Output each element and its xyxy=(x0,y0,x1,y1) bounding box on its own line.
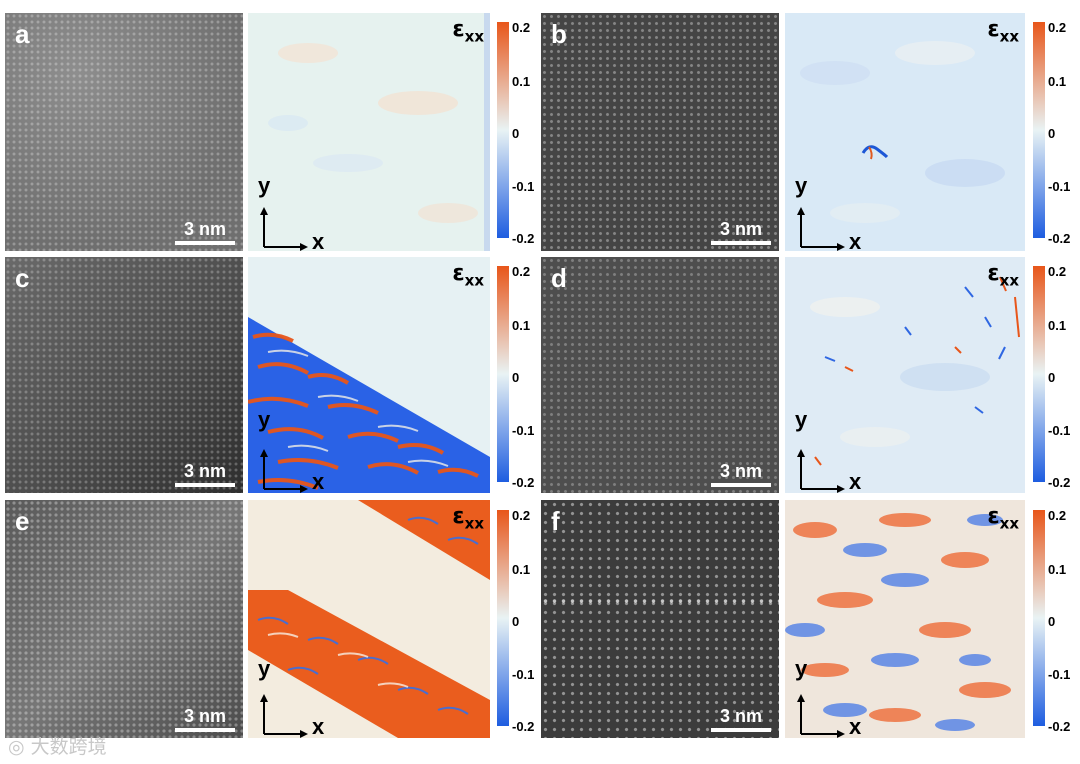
axis-x-label: x xyxy=(849,229,862,251)
colorbar-tick: 0.1 xyxy=(1048,562,1067,577)
panel-label-b: b xyxy=(551,19,567,49)
stem-image-b: b 3 nm xyxy=(541,13,779,251)
stem-image-f: f 3 nm xyxy=(541,500,779,738)
panel-label-f: f xyxy=(551,506,560,536)
colorbar-tick: 0.2 xyxy=(512,264,531,279)
colorbar-tick: -0.1 xyxy=(512,179,535,194)
axis-y-label: y xyxy=(258,656,271,681)
strain-label: εxx xyxy=(987,504,1019,533)
strain-texture xyxy=(248,500,490,738)
colorbar-tick: 0.2 xyxy=(1048,508,1067,523)
strain-map-e: εxx y x xyxy=(248,500,490,738)
strain-label: εxx xyxy=(987,17,1019,46)
colorbar-tick: 0.1 xyxy=(1048,318,1067,333)
panel-label-d: d xyxy=(551,263,567,293)
colorbar-tick: 0.2 xyxy=(512,20,531,35)
axis-y-label: y xyxy=(258,173,271,198)
colorbar xyxy=(497,22,509,238)
colorbar-tick: -0.2 xyxy=(1048,475,1071,490)
colorbar-tick: 0.1 xyxy=(1048,74,1067,89)
strain-texture xyxy=(248,317,490,493)
axis-y-label: y xyxy=(258,407,271,432)
colorbar-tick: 0 xyxy=(1048,614,1056,629)
watermark: ◎ 大数跨境 xyxy=(8,736,107,758)
axis-x-label: x xyxy=(312,714,325,738)
strain-label: εxx xyxy=(452,17,484,46)
strain-map-a: εxx y x xyxy=(248,13,490,251)
colorbar-tick: -0.2 xyxy=(1048,231,1071,246)
colorbar xyxy=(1033,266,1045,482)
colorbar-tick: 0.1 xyxy=(512,318,531,333)
colorbar-tick: -0.1 xyxy=(512,667,535,682)
stem-image-d: d 3 nm xyxy=(541,257,779,493)
colorbar-tick: 0.1 xyxy=(512,562,531,577)
axes-arrows-icon xyxy=(260,207,308,251)
colorbar-tick: 0.2 xyxy=(512,508,531,523)
strain-label: εxx xyxy=(452,261,484,290)
strain-map-f: εxx y x xyxy=(785,500,1025,738)
axis-x-label: x xyxy=(312,229,325,251)
panel-label-a: a xyxy=(15,19,30,49)
axes-arrows-icon xyxy=(797,207,845,251)
colorbar-tick: -0.1 xyxy=(1048,179,1071,194)
colorbar-tick: -0.2 xyxy=(512,475,535,490)
colorbar-tick: -0.1 xyxy=(1048,423,1071,438)
stem-image-a: a 3 nm xyxy=(5,13,243,251)
strain-label: εxx xyxy=(987,261,1019,290)
colorbar xyxy=(1033,22,1045,238)
colorbar xyxy=(1033,510,1045,726)
scale-bar: 3 nm xyxy=(711,219,771,245)
colorbar-tick: -0.2 xyxy=(1048,719,1071,734)
colorbar-tick: 0.1 xyxy=(512,74,531,89)
colorbar xyxy=(497,266,509,482)
axis-x-label: x xyxy=(849,714,862,738)
axis-y-label: y xyxy=(795,656,808,681)
stem-image-c: c 3 nm xyxy=(5,257,243,493)
scale-bar: 3 nm xyxy=(175,706,235,732)
axis-x-label: x xyxy=(849,469,862,493)
strain-map-d: εxx y x xyxy=(785,257,1025,493)
colorbar-tick: 0 xyxy=(1048,370,1056,385)
axis-y-label: y xyxy=(795,173,808,198)
colorbar-tick: -0.1 xyxy=(1048,667,1071,682)
stem-image-e: e 3 nm xyxy=(5,500,243,738)
strain-texture xyxy=(810,276,1020,466)
axes-arrows-icon xyxy=(797,449,845,493)
colorbar xyxy=(497,510,509,726)
panel-label-e: e xyxy=(15,506,30,536)
scale-bar: 3 nm xyxy=(711,706,771,732)
axes-arrows-icon xyxy=(797,694,845,738)
strain-map-c: εxx y x xyxy=(248,257,490,493)
axes-arrows-icon xyxy=(260,694,308,738)
watermark-logo-icon: ◎ xyxy=(8,736,31,758)
strain-texture xyxy=(785,513,1011,731)
colorbar-tick: 0 xyxy=(512,370,520,385)
strain-label: εxx xyxy=(452,504,484,533)
panel-label-c: c xyxy=(15,263,30,293)
colorbar-tick: 0.2 xyxy=(1048,20,1067,35)
colorbar-tick: 0 xyxy=(512,126,520,141)
colorbar-tick: -0.2 xyxy=(512,719,535,734)
strain-texture xyxy=(268,13,490,251)
colorbar-tick: 0.2 xyxy=(1048,264,1067,279)
axes-arrows-icon xyxy=(260,449,308,493)
colorbar-tick: -0.1 xyxy=(512,423,535,438)
colorbar-tick: -0.2 xyxy=(512,231,535,246)
scale-bar: 3 nm xyxy=(711,461,771,487)
axis-x-label: x xyxy=(312,469,325,493)
colorbar-tick: 0 xyxy=(1048,126,1056,141)
strain-map-b: εxx y x xyxy=(785,13,1025,251)
strain-texture xyxy=(800,41,1005,223)
colorbar-tick: 0 xyxy=(512,614,520,629)
scale-bar: 3 nm xyxy=(175,461,235,487)
axis-y-label: y xyxy=(795,407,808,432)
scale-bar: 3 nm xyxy=(175,219,235,245)
